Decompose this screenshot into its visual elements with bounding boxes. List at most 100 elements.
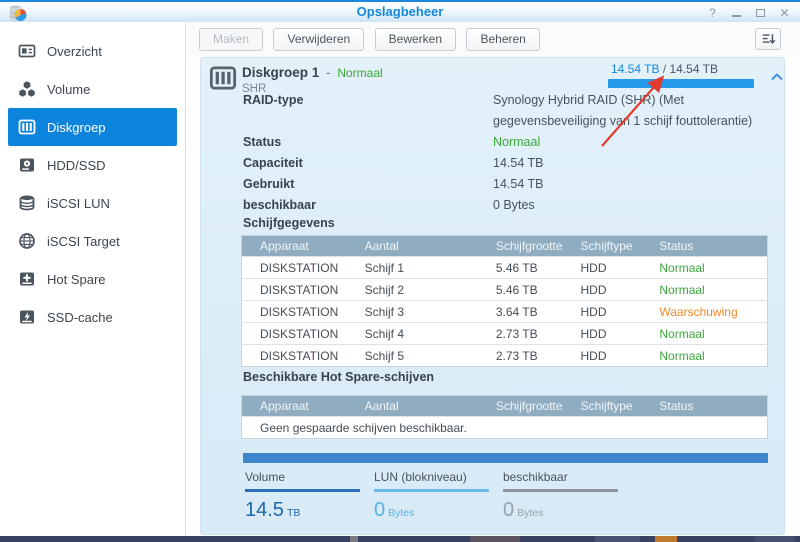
legend-color-line [374,489,489,492]
cell-number: Schijf 3 [346,300,478,323]
cell-type: HDD [562,322,642,345]
sidebar-item-iscsi-lun[interactable]: iSCSI LUN [0,184,185,222]
window-title: Opslagbeheer [356,4,444,19]
usage-divider: / [659,62,670,76]
hdd-icon [18,156,36,174]
table-row[interactable]: DISKSTATION Schijf 2 5.46 TB HDD Normaal [241,278,768,301]
close-icon[interactable]: ✕ [779,5,790,20]
legend-unit: Bytes [517,507,544,519]
legend-value: 14.5 [245,499,284,521]
col-apparaat: Apparaat [241,235,347,257]
hotspare-table: Apparaat Aantal Schijfgrootte Schijftype… [241,395,768,439]
usage-used-value: 14.54 TB [611,62,660,76]
maken-button[interactable]: Maken [199,28,264,51]
sort-descending-icon[interactable] [755,28,781,50]
cell-size: 5.46 TB [477,256,563,279]
hotspare-table-header: Apparaat Aantal Schijfgrootte Schijftype… [241,395,768,417]
sidebar-item-ssd-cache[interactable]: SSD-cache [0,298,185,336]
cell-device: DISKSTATION [241,300,347,323]
storage-manager-app-icon [7,3,29,25]
table-row[interactable]: DISKSTATION Schijf 4 2.73 TB HDD Normaal [241,322,768,345]
legend-color-line [245,489,360,492]
col-aantal: Aantal [346,395,478,417]
sidebar-item-label: iSCSI Target [47,233,120,249]
disk-group-icon [18,118,36,136]
col-schijfgrootte: Schijfgrootte [477,235,563,257]
beheren-button[interactable]: Beheren [466,28,540,51]
usage-legend: Volume 14.5 TB LUN (blokniveau) 0 Bytes be… [245,470,632,522]
legend-color-line [503,489,618,492]
sidebar-item-volume[interactable]: Volume [0,70,185,108]
cell-number: Schijf 4 [346,322,478,345]
diskgroup-details: RAID-type Synology Hybrid RAID (SHR) (Me… [243,90,775,216]
legend-label: beschikbaar [503,470,568,484]
cell-type: HDD [562,344,642,367]
title-status-separator: - [326,65,331,80]
sidebar-item-iscsi-target[interactable]: iSCSI Target [0,222,185,260]
col-aantal: Aantal [346,235,478,257]
desktop-taskbar-strip [0,536,800,542]
legend-item-available: beschikbaar 0 Bytes [503,470,618,522]
disk-table: Apparaat Aantal Schijfgrootte Schijftype… [241,235,768,367]
cell-device: DISKSTATION [241,278,347,301]
verwijderen-button[interactable]: Verwijderen [273,28,365,51]
cell-device: DISKSTATION [241,322,347,345]
maximize-icon[interactable] [753,5,768,20]
hotspare-heading: Beschikbare Hot Spare-schijven [243,370,435,384]
cell-status: Normaal [641,256,768,279]
col-apparaat: Apparaat [241,395,347,417]
cell-status: Waarschuwing [641,300,768,323]
col-schijfgrootte: Schijfgrootte [477,395,563,417]
cell-device: DISKSTATION [241,256,347,279]
empty-row: Geen gespaarde schijven beschikbaar. [241,416,768,439]
status-value: Normaal [493,135,541,149]
sidebar-item-label: SSD-cache [47,309,113,325]
table-row[interactable]: DISKSTATION Schijf 3 3.64 TB HDD Waarsch… [241,300,768,323]
empty-message: Geen gespaarde schijven beschikbaar. [241,416,768,439]
cell-type: HDD [562,278,642,301]
sidebar-item-label: Volume [47,81,91,97]
cell-size: 2.73 TB [477,344,563,367]
table-row[interactable]: DISKSTATION Schijf 5 2.73 TB HDD Normaal [241,344,768,367]
sidebar-item-overzicht[interactable]: Overzicht [0,32,185,70]
legend-value: 0 [503,499,515,521]
help-icon[interactable]: ? [709,5,716,20]
toolbar: Maken Verwijderen Bewerken Beheren [187,22,800,57]
iscsi-lun-icon [18,194,36,212]
overview-icon [18,42,36,60]
cell-type: HDD [562,300,642,323]
sidebar: Overzicht Volume Diskgroep HDD/SSD iSCSI… [0,22,186,536]
available-value: 0 Bytes [493,198,535,212]
used-value: 14.54 TB [493,177,544,191]
cell-size: 3.64 TB [477,300,563,323]
cell-status: Normaal [641,344,768,367]
legend-value: 0 [374,499,386,521]
cell-status: Normaal [641,278,768,301]
status-label: Status [243,135,282,149]
sidebar-item-hot-spare[interactable]: Hot Spare [0,260,185,298]
legend-label: LUN (blokniveau) [374,470,467,484]
raid-type-value-line1: Synology Hybrid RAID (SHR) (Met [493,93,685,107]
cell-type: HDD [562,256,642,279]
sidebar-item-label: iSCSI LUN [47,195,110,211]
cell-number: Schijf 5 [346,344,478,367]
disk-group-icon [209,64,237,92]
sidebar-item-hdd-ssd[interactable]: HDD/SSD [0,146,185,184]
panel-title: Diskgroep 1 [242,65,320,80]
cell-size: 5.46 TB [477,278,563,301]
volume-usage-bar [243,453,768,463]
bewerken-button[interactable]: Bewerken [374,28,457,51]
diskgroup-panel: Diskgroep 1 - Normaal SHR 14.54 TB / 14.… [200,57,785,535]
panel-subtitle: SHR [242,83,267,95]
chevron-up-icon[interactable] [770,69,784,81]
legend-item-lun: LUN (blokniveau) 0 Bytes [374,470,489,522]
sidebar-item-diskgroep[interactable]: Diskgroep [8,108,177,146]
sidebar-item-label: Hot Spare [47,271,106,287]
cell-number: Schijf 1 [346,256,478,279]
minimize-icon[interactable] [729,5,744,20]
legend-unit: Bytes [388,507,415,519]
raid-type-label: RAID-type [243,93,304,107]
window-titlebar: Opslagbeheer ? ✕ [0,0,800,22]
cell-size: 2.73 TB [477,322,563,345]
table-row[interactable]: DISKSTATION Schijf 1 5.46 TB HDD Normaal [241,256,768,279]
